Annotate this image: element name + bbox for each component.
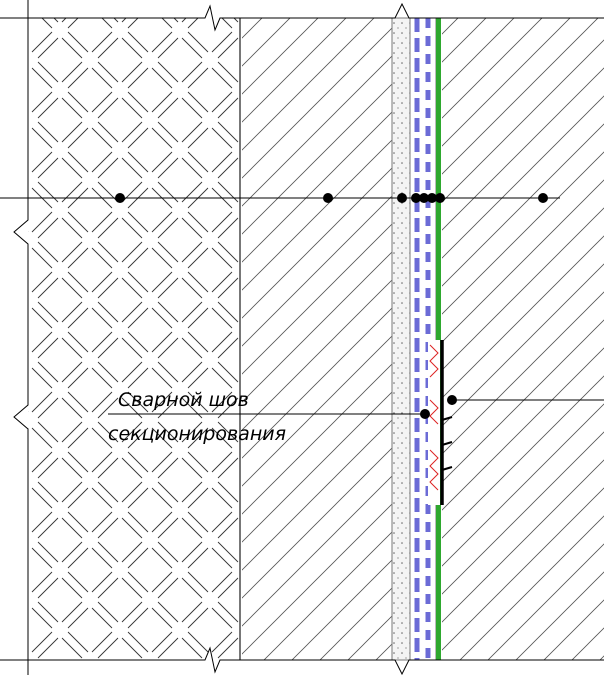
leader-lines — [0, 193, 604, 419]
layers — [28, 17, 604, 661]
callout-line: секционирования — [108, 423, 286, 445]
callout-line: Сварной шов — [118, 389, 249, 411]
